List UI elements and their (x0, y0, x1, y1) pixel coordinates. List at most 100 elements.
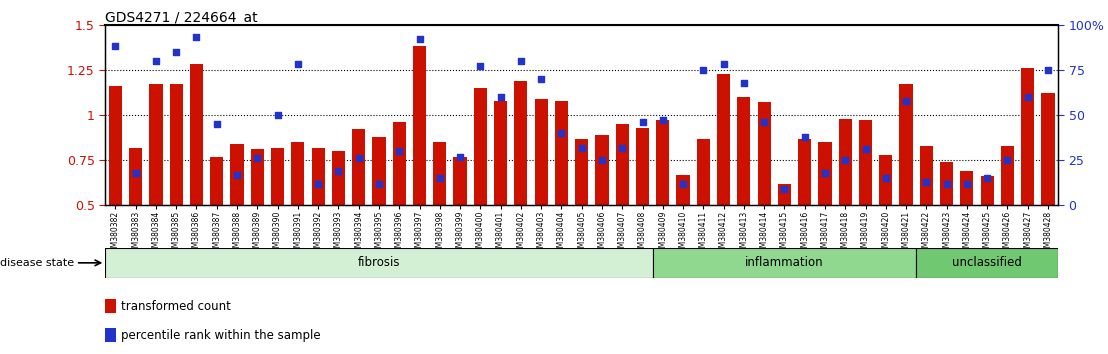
Bar (105, 328, 115, 342)
Point (573, 145, 591, 150)
Point (998, 157, 1016, 163)
Bar (961, 171, 974, 205)
Point (553, 130, 571, 136)
Bar (653, 248, 916, 278)
Bar (758, 102, 771, 205)
Bar (717, 74, 730, 205)
Point (776, 186, 793, 192)
Point (897, 98, 915, 103)
Text: GDS4271 / 224664_at: GDS4271 / 224664_at (105, 11, 258, 25)
Text: transformed count: transformed count (121, 300, 230, 313)
Point (228, 172, 246, 177)
Point (856, 147, 874, 152)
Bar (211, 156, 224, 205)
Bar (271, 148, 284, 205)
Bar (352, 130, 366, 205)
Bar (677, 175, 689, 205)
Bar (981, 176, 994, 205)
Bar (819, 142, 832, 205)
Point (289, 62, 307, 67)
Bar (1001, 146, 1014, 205)
Point (431, 175, 449, 181)
Bar (575, 138, 588, 205)
Text: fibrosis: fibrosis (358, 256, 400, 269)
Bar (250, 149, 264, 205)
Point (876, 175, 894, 181)
Point (593, 157, 611, 163)
Bar (940, 162, 953, 205)
Text: percentile rank within the sample: percentile rank within the sample (121, 329, 320, 342)
Point (837, 157, 854, 163)
Text: inflammation: inflammation (745, 256, 823, 269)
Bar (372, 137, 386, 205)
Bar (1042, 93, 1055, 205)
Bar (656, 120, 669, 205)
Point (492, 94, 510, 100)
Point (187, 35, 205, 40)
Bar (311, 148, 325, 205)
Point (1019, 94, 1037, 100)
Point (917, 179, 935, 185)
Point (614, 145, 632, 150)
Bar (920, 146, 933, 205)
Bar (636, 128, 649, 205)
Bar (880, 155, 892, 205)
Bar (839, 119, 852, 205)
Text: disease state: disease state (0, 258, 78, 268)
Bar (798, 138, 811, 205)
Bar (433, 142, 447, 205)
Point (329, 168, 347, 174)
Point (350, 155, 368, 161)
Point (472, 63, 490, 69)
Point (715, 62, 732, 67)
Bar (778, 184, 791, 205)
Point (796, 134, 813, 139)
Bar (555, 101, 568, 205)
Point (309, 181, 327, 187)
Bar (230, 144, 244, 205)
Point (390, 148, 408, 154)
Bar (453, 156, 466, 205)
Bar (413, 46, 427, 205)
Point (370, 181, 388, 187)
Bar (697, 138, 710, 205)
Point (937, 181, 955, 187)
Bar (595, 135, 608, 205)
Point (756, 119, 773, 125)
Bar (534, 99, 547, 205)
Point (735, 80, 752, 85)
Point (695, 67, 712, 73)
Bar (737, 97, 750, 205)
Bar (474, 88, 486, 205)
Point (634, 119, 652, 125)
Bar (616, 124, 629, 205)
Bar (1022, 68, 1034, 205)
Bar (189, 64, 203, 205)
Point (958, 181, 976, 187)
Bar (105, 248, 653, 278)
Point (532, 76, 550, 82)
Point (978, 175, 996, 181)
Point (126, 170, 144, 176)
Point (106, 44, 124, 49)
Point (674, 181, 691, 187)
Bar (916, 248, 1058, 278)
Text: unclassified: unclassified (952, 256, 1022, 269)
Point (1039, 67, 1057, 73)
Point (167, 49, 185, 55)
Point (248, 155, 266, 161)
Point (817, 170, 834, 176)
Point (411, 36, 429, 42)
Bar (331, 151, 345, 205)
Bar (129, 148, 142, 205)
Bar (392, 122, 406, 205)
Bar (494, 101, 507, 205)
Bar (900, 84, 913, 205)
Point (451, 154, 469, 159)
Point (147, 58, 165, 64)
Bar (150, 84, 163, 205)
Bar (105, 299, 115, 313)
Bar (514, 81, 527, 205)
Bar (291, 142, 305, 205)
Bar (109, 86, 122, 205)
